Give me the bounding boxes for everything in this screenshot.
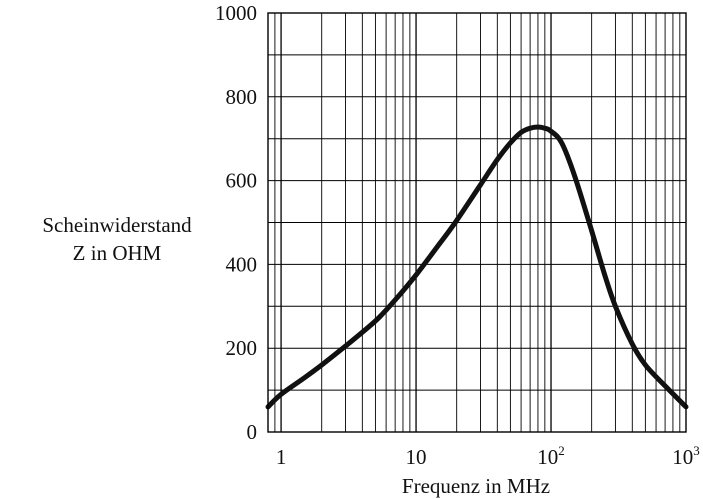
x-tick-label: 10 [406, 445, 427, 469]
plot-border [267, 12, 687, 433]
impedance-curve [265, 124, 689, 410]
x-axis-label: Frequenz in MHz [402, 474, 550, 498]
grid [268, 13, 686, 432]
x-tick-label: 103 [672, 443, 700, 469]
y-tick-label: 0 [247, 420, 258, 444]
y-tick-label: 600 [226, 169, 258, 193]
y-tick-label: 200 [226, 336, 258, 360]
y-axis-label-line-2: Z in OHM [73, 241, 162, 265]
tick-labels: 0 200 400 600 800 1000 1 10 102 103 [215, 1, 700, 469]
x-tick-label: 102 [537, 443, 565, 469]
x-tick-exponent: 2 [558, 443, 565, 458]
y-tick-label: 1000 [215, 1, 257, 25]
curve-layer [265, 124, 689, 410]
x-tick-exponent: 3 [693, 443, 700, 458]
x-tick-label: 1 [276, 445, 287, 469]
plot-frame [267, 12, 687, 433]
y-tick-label: 400 [226, 252, 258, 276]
y-axis-label-line-1: Scheinwiderstand [42, 213, 192, 237]
y-tick-label: 800 [226, 85, 258, 109]
axis-labels: Scheinwiderstand Z in OHM Frequenz in MH… [42, 213, 550, 498]
